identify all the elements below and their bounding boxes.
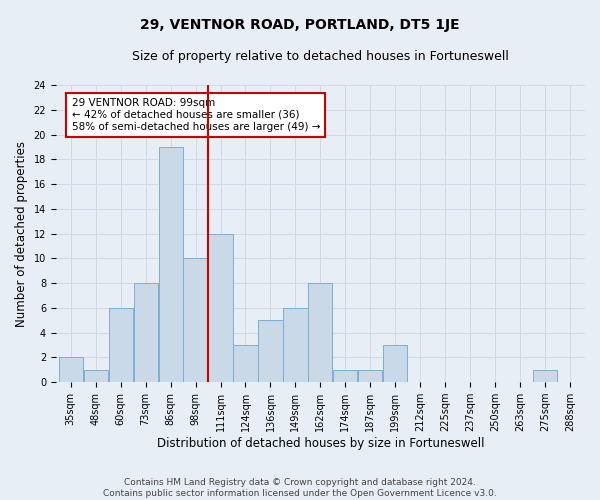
- Bar: [109, 308, 133, 382]
- Text: Contains HM Land Registry data © Crown copyright and database right 2024.
Contai: Contains HM Land Registry data © Crown c…: [103, 478, 497, 498]
- Bar: [308, 283, 332, 382]
- Bar: [333, 370, 358, 382]
- X-axis label: Distribution of detached houses by size in Fortuneswell: Distribution of detached houses by size …: [157, 437, 484, 450]
- Bar: [83, 370, 108, 382]
- Y-axis label: Number of detached properties: Number of detached properties: [15, 140, 28, 326]
- Bar: [233, 345, 257, 382]
- Title: Size of property relative to detached houses in Fortuneswell: Size of property relative to detached ho…: [132, 50, 509, 63]
- Bar: [59, 358, 83, 382]
- Bar: [533, 370, 557, 382]
- Bar: [283, 308, 308, 382]
- Bar: [158, 147, 183, 382]
- Text: 29, VENTNOR ROAD, PORTLAND, DT5 1JE: 29, VENTNOR ROAD, PORTLAND, DT5 1JE: [140, 18, 460, 32]
- Bar: [134, 283, 158, 382]
- Bar: [383, 345, 407, 382]
- Bar: [184, 258, 208, 382]
- Text: 29 VENTNOR ROAD: 99sqm
← 42% of detached houses are smaller (36)
58% of semi-det: 29 VENTNOR ROAD: 99sqm ← 42% of detached…: [71, 98, 320, 132]
- Bar: [208, 234, 233, 382]
- Bar: [358, 370, 382, 382]
- Bar: [259, 320, 283, 382]
